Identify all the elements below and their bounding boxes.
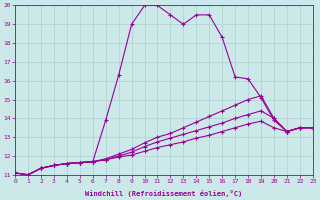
X-axis label: Windchill (Refroidissement éolien,°C): Windchill (Refroidissement éolien,°C) (85, 190, 243, 197)
